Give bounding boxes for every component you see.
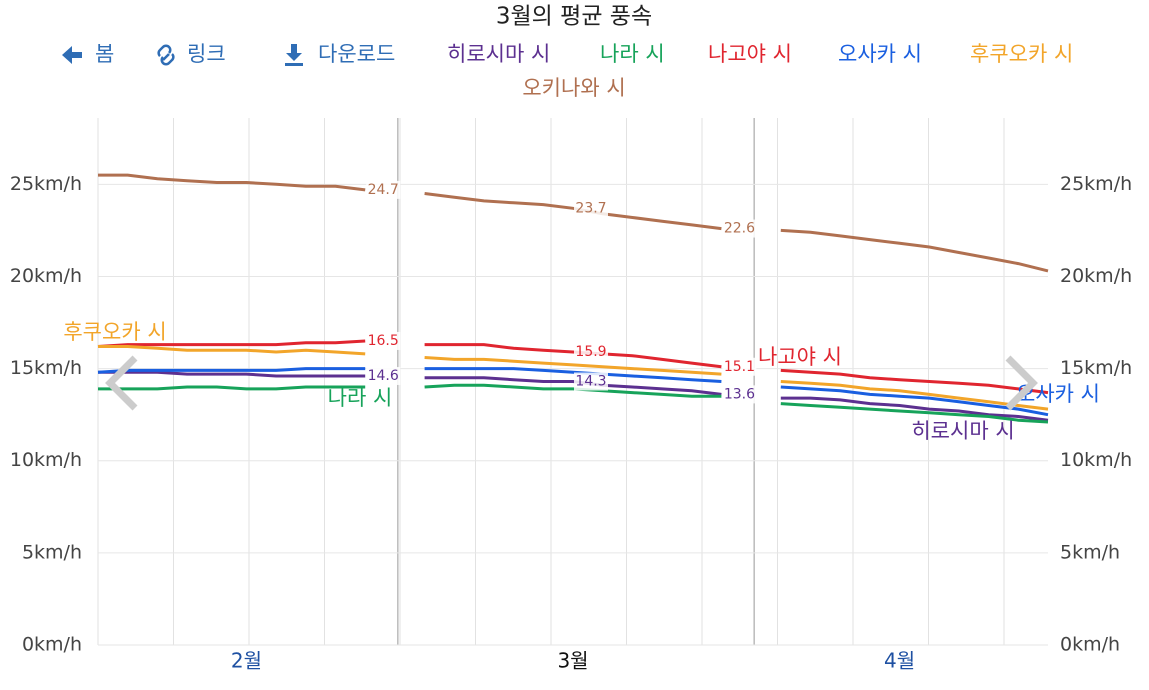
legend-entry[interactable]: 오사카 시 xyxy=(838,42,922,66)
link-icon xyxy=(157,44,175,66)
legend-entry[interactable]: 나고야 시 xyxy=(708,42,792,66)
value-label: 15.1 xyxy=(724,359,755,375)
y2-tick-label: 10km/h xyxy=(1060,449,1132,471)
legend-entry[interactable]: 히로시마 시 xyxy=(447,42,550,66)
value-label-bg xyxy=(366,366,401,385)
value-label-bg xyxy=(574,199,608,218)
legend-entry[interactable]: 후쿠오카 시 xyxy=(970,42,1073,66)
control-label[interactable]: 다운로드 xyxy=(318,42,395,66)
value-label: 15.9 xyxy=(575,344,606,360)
value-label-bg xyxy=(366,180,401,199)
y2-tick-label: 20km/h xyxy=(1060,265,1132,287)
y-tick-label: 20km/h xyxy=(10,265,82,287)
series-name-label: 나라 시 xyxy=(328,386,393,410)
y2-tick-label: 0km/h xyxy=(1060,634,1120,656)
series-name-label: 나고야 시 xyxy=(758,345,842,369)
y-tick-label: 15km/h xyxy=(10,357,82,379)
value-label-bg xyxy=(722,357,757,376)
series-line xyxy=(97,367,1049,417)
x-tick-label: 3월 xyxy=(557,649,588,673)
value-label-bg xyxy=(574,372,608,391)
next-arrow[interactable] xyxy=(1005,355,1038,411)
back-icon xyxy=(62,46,82,64)
prev-arrow[interactable] xyxy=(105,355,138,411)
link-button[interactable]: 링크 xyxy=(157,42,226,66)
y2-tick-label: 15km/h xyxy=(1060,357,1132,379)
legend-entry[interactable]: 오키나와 시 xyxy=(522,76,625,100)
plot: 0km/h 0km/h 5km/h 5km/h 10km/h 10km/h 15km/h 15… xyxy=(10,118,1132,673)
y-tick-label: 25km/h xyxy=(10,173,82,195)
y-tick-label: 0km/h xyxy=(22,634,82,656)
back-button[interactable]: 봄 xyxy=(62,42,114,66)
value-label-bg xyxy=(722,219,757,238)
control-label[interactable]: 봄 xyxy=(95,42,114,66)
value-label: 14.6 xyxy=(368,368,399,384)
value-label: 24.7 xyxy=(368,182,399,198)
value-label-bg xyxy=(722,385,757,404)
value-label: 13.6 xyxy=(724,386,755,402)
value-label: 22.6 xyxy=(724,221,755,237)
x-tick-label: 4월 xyxy=(884,649,915,673)
control-label[interactable]: 링크 xyxy=(187,42,226,66)
value-label: 14.3 xyxy=(575,374,606,390)
controls: 봄 링크 다운로드 xyxy=(62,42,395,66)
series-line xyxy=(98,370,1049,422)
value-label-bg xyxy=(574,343,608,362)
value-label: 23.7 xyxy=(575,200,606,216)
y2-tick-label: 25km/h xyxy=(1060,173,1132,195)
value-label: 16.5 xyxy=(368,333,399,349)
legend-entry[interactable]: 나라 시 xyxy=(600,42,665,66)
y2-tick-label: 5km/h xyxy=(1060,541,1120,563)
y-tick-label: 10km/h xyxy=(10,449,82,471)
download-button[interactable]: 다운로드 xyxy=(285,42,395,66)
series-line xyxy=(98,173,1049,273)
y-tick-label: 5km/h xyxy=(22,541,82,563)
series-line xyxy=(98,345,1049,411)
download-icon xyxy=(285,44,303,66)
x-tick-label: 2월 xyxy=(231,649,262,673)
value-label-bg xyxy=(366,331,401,350)
series-name-label: 후쿠오카 시 xyxy=(63,320,166,344)
series-name-label: 히로시마 시 xyxy=(911,419,1014,443)
series-line xyxy=(98,383,1049,424)
series-line xyxy=(97,339,1049,395)
chart-title: 3월의 평균 풍속 xyxy=(496,4,652,30)
